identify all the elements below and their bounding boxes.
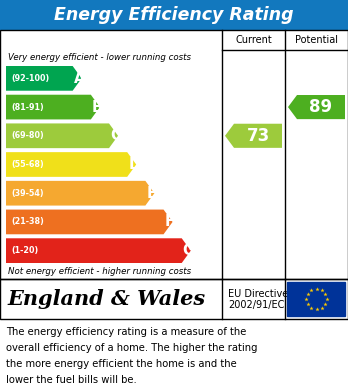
- Text: (69-80): (69-80): [11, 131, 44, 140]
- Polygon shape: [6, 210, 173, 234]
- Text: 89: 89: [309, 98, 333, 116]
- Text: Potential: Potential: [295, 35, 338, 45]
- Polygon shape: [288, 95, 345, 119]
- Text: (21-38): (21-38): [11, 217, 44, 226]
- Text: D: D: [128, 157, 140, 172]
- Text: the more energy efficient the home is and the: the more energy efficient the home is an…: [6, 359, 237, 369]
- Polygon shape: [6, 66, 82, 91]
- Text: (55-68): (55-68): [11, 160, 44, 169]
- Text: Energy Efficiency Rating: Energy Efficiency Rating: [54, 6, 294, 24]
- Text: lower the fuel bills will be.: lower the fuel bills will be.: [6, 375, 137, 385]
- Text: (92-100): (92-100): [11, 74, 49, 83]
- Bar: [0, 30, 348, 279]
- Text: EU Directive: EU Directive: [228, 289, 288, 299]
- Polygon shape: [225, 124, 282, 148]
- Text: The energy efficiency rating is a measure of the: The energy efficiency rating is a measur…: [6, 327, 246, 337]
- Polygon shape: [6, 124, 118, 148]
- Text: G: G: [183, 243, 195, 258]
- Polygon shape: [6, 181, 155, 206]
- Polygon shape: [6, 95, 100, 119]
- Bar: [0, 0, 348, 30]
- Text: (81-91): (81-91): [11, 102, 44, 111]
- Text: Not energy efficient - higher running costs: Not energy efficient - higher running co…: [8, 267, 191, 276]
- Text: overall efficiency of a home. The higher the rating: overall efficiency of a home. The higher…: [6, 343, 258, 353]
- Text: Very energy efficient - lower running costs: Very energy efficient - lower running co…: [8, 52, 191, 61]
- Text: (1-20): (1-20): [11, 246, 38, 255]
- Text: 2002/91/EC: 2002/91/EC: [228, 300, 284, 310]
- Text: E: E: [147, 186, 156, 201]
- Text: F: F: [165, 214, 175, 230]
- Text: C: C: [110, 128, 121, 143]
- Text: A: A: [74, 71, 85, 86]
- Bar: [0, 279, 348, 319]
- Text: B: B: [92, 100, 103, 115]
- Polygon shape: [6, 152, 136, 177]
- Text: 73: 73: [246, 127, 270, 145]
- Polygon shape: [6, 238, 191, 263]
- Text: Current: Current: [235, 35, 272, 45]
- Text: (39-54): (39-54): [11, 189, 44, 198]
- Text: England & Wales: England & Wales: [7, 289, 205, 309]
- Bar: [287, 282, 345, 316]
